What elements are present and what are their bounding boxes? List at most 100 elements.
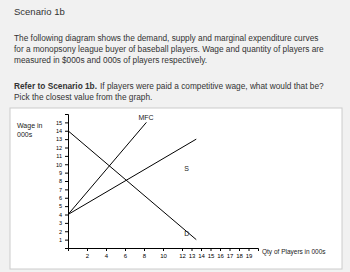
- y-tick: 12: [56, 145, 68, 151]
- x-tick-mark: [239, 248, 240, 251]
- x-axis-line: [69, 249, 259, 252]
- y-tick: 3: [59, 220, 68, 226]
- curve-line: [68, 131, 196, 240]
- x-tick-label: 2: [86, 253, 90, 259]
- x-tick-mark: [144, 248, 145, 251]
- y-tick-label: 8: [59, 178, 62, 184]
- y-tick-label: 2: [59, 229, 62, 235]
- y-tick-mark: [65, 173, 68, 174]
- x-tick-mark: [163, 248, 164, 251]
- y-tick: 5: [59, 203, 68, 209]
- x-tick: 8: [143, 248, 147, 259]
- x-tick: 17: [227, 248, 234, 259]
- y-tick-label: 4: [59, 212, 62, 218]
- y-tick-label: 6: [59, 195, 62, 201]
- y-tick: 4: [59, 212, 68, 218]
- curve-line: [68, 122, 146, 214]
- y-tick-mark: [65, 231, 68, 232]
- x-tick: 15: [208, 248, 215, 259]
- y-axis-title-line: Wage in: [17, 122, 43, 130]
- x-tick: 18: [236, 248, 243, 259]
- x-tick: 6: [124, 248, 128, 259]
- x-tick-mark: [182, 248, 183, 251]
- chart-frame: [10, 108, 342, 269]
- x-tick: 13: [189, 248, 196, 259]
- x-tick-label: 4: [105, 253, 109, 259]
- y-tick-mark: [65, 139, 68, 140]
- y-tick: 13: [56, 136, 68, 142]
- y-tick-mark: [65, 156, 68, 157]
- y-tick-mark: [65, 181, 68, 182]
- y-axis-title: Wage in000s: [17, 122, 43, 138]
- x-tick-label: 6: [124, 253, 128, 259]
- y-tick-label: 3: [59, 220, 62, 226]
- curve-label: D: [184, 230, 189, 237]
- paragraph-line: The following diagram shows the demand, …: [14, 33, 318, 43]
- y-tick-mark: [65, 148, 68, 149]
- x-tick-label: 16: [217, 253, 224, 259]
- y-tick-mark: [65, 240, 68, 241]
- x-tick: 4: [105, 248, 109, 259]
- y-tick: 8: [59, 178, 68, 184]
- page: Scenario 1b The following diagram shows t…: [0, 0, 350, 272]
- y-tick: 11: [56, 153, 68, 159]
- question-line: Refer to Scenario 1b.If players were pai…: [14, 81, 324, 91]
- x-tick: 10: [160, 248, 167, 259]
- y-tick-label: 13: [56, 136, 62, 142]
- curve-label: S: [184, 165, 189, 172]
- y-tick-label: 1: [59, 237, 62, 243]
- heading: Scenario 1b: [14, 6, 65, 17]
- x-tick: 14: [198, 248, 205, 259]
- paragraph-line: for a monopsony league buyer of baseball…: [14, 44, 324, 54]
- x-tick-mark: [106, 248, 107, 251]
- x-tick-mark: [211, 248, 212, 251]
- y-tick-mark: [65, 164, 68, 165]
- x-tick-label: 12: [179, 253, 186, 259]
- y-tick: 7: [59, 187, 68, 193]
- y-tick-label: 12: [56, 145, 62, 151]
- x-tick: 19: [246, 248, 253, 259]
- paragraph-line: measured in $000s and 000s of players re…: [14, 55, 207, 65]
- y-tick-label: 15: [56, 120, 62, 126]
- x-tick-mark: [192, 248, 193, 251]
- y-axis-title-line: 000s: [17, 131, 33, 138]
- y-tick-label: 11: [56, 153, 62, 159]
- question-line: Pick the closest value from the graph.: [14, 92, 152, 102]
- x-tick-mark: [230, 248, 231, 251]
- x-tick-mark: [125, 248, 126, 251]
- y-tick-mark: [65, 223, 68, 224]
- y-axis: 123456789101112131415: [56, 115, 69, 249]
- y-tick: 9: [59, 170, 68, 176]
- x-tick-label: 19: [246, 253, 253, 259]
- x-tick: 2: [86, 248, 90, 259]
- x-tick: 12: [179, 248, 186, 259]
- x-tick-mark: [220, 248, 221, 251]
- y-tick-label: 10: [56, 162, 62, 168]
- x-axis: 2 4 6 8 10 1213141516171819: [69, 248, 259, 259]
- x-tick-label: 15: [208, 253, 215, 259]
- y-tick-mark: [65, 131, 68, 132]
- y-tick-mark: [65, 189, 68, 190]
- x-tick-mark: [201, 248, 202, 251]
- x-tick-label: 10: [160, 253, 167, 259]
- question-lead: Refer to Scenario 1b.: [14, 81, 97, 91]
- y-tick-label: 14: [56, 128, 62, 134]
- curve-label: MFC: [138, 114, 153, 121]
- y-tick-mark: [65, 122, 68, 123]
- x-tick-mark: [87, 248, 88, 251]
- curve-line: [68, 139, 196, 214]
- x-tick-label: 17: [227, 253, 234, 259]
- x-tick: 16: [217, 248, 224, 259]
- y-tick: 2: [59, 229, 68, 235]
- y-tick: 1: [59, 237, 68, 243]
- y-tick: 15: [56, 120, 68, 126]
- y-tick-label: 9: [59, 170, 62, 176]
- y-tick: 10: [56, 162, 68, 168]
- y-tick: 14: [56, 128, 68, 134]
- x-tick-label: 8: [143, 253, 147, 259]
- y-tick: 6: [59, 195, 68, 201]
- y-tick-label: 7: [59, 187, 62, 193]
- x-tick-label: 18: [236, 253, 243, 259]
- x-tick-mark: [249, 248, 250, 251]
- x-axis-title: Qty of Players in 000s: [262, 248, 326, 256]
